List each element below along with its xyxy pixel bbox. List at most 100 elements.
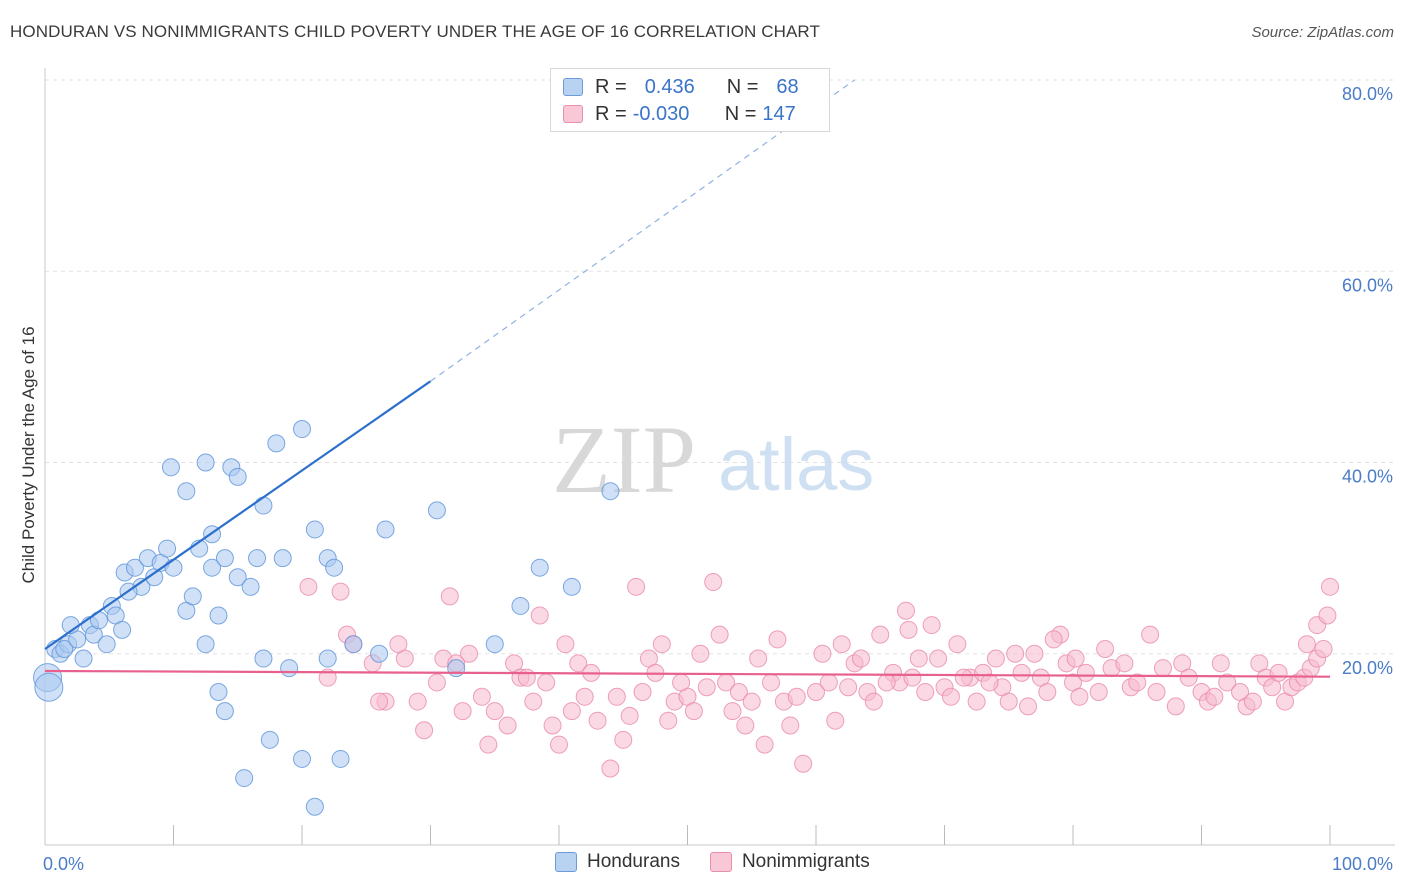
nonimmigrants-point: [967, 692, 986, 711]
nonimmigrants-point: [370, 692, 389, 711]
nonimmigrants-point: [851, 649, 870, 668]
nonimmigrants-point: [1128, 673, 1147, 692]
legend-label-nonimmigrants: Nonimmigrants: [741, 851, 870, 872]
y-tick-label: 80.0%: [1342, 84, 1393, 104]
nonimmigrants-point: [986, 649, 1005, 668]
nonimmigrants-point: [1044, 630, 1063, 649]
hondurans-point: [164, 558, 183, 577]
nonimmigrants-point: [794, 754, 813, 773]
nonimmigrants-point: [1314, 639, 1333, 658]
legend-swatch-hondurans: [555, 852, 577, 872]
x-tick-label: 100.0%: [1332, 854, 1393, 874]
nonimmigrants-point: [691, 644, 710, 663]
hondurans-point: [74, 649, 93, 668]
nonimmigrants-point: [389, 635, 408, 654]
nonimmigrants-point: [620, 706, 639, 725]
hondurans-points: [33, 420, 620, 816]
legend-r-label: R =: [595, 75, 627, 98]
nonimmigrants-point: [729, 683, 748, 701]
nonimmigrants-point: [537, 673, 556, 692]
nonimmigrants-point: [1211, 654, 1230, 673]
nonimmigrants-point: [408, 692, 427, 711]
legend-r-value: 0.436: [644, 75, 695, 98]
nonimmigrants-point: [1179, 668, 1198, 687]
nonimmigrants-point: [543, 716, 562, 735]
nonimmigrants-point: [948, 635, 967, 654]
nonimmigrants-point: [472, 687, 491, 706]
nonimmigrants-point: [299, 577, 318, 596]
nonimmigrants-point: [1243, 692, 1262, 711]
watermark-zip: ZIP: [552, 406, 696, 513]
nonimmigrants-point: [999, 692, 1018, 711]
hondurans-point: [305, 797, 324, 816]
nonimmigrants-point: [697, 678, 716, 697]
nonimmigrants-point: [980, 673, 999, 692]
nonimmigrants-point: [736, 716, 755, 735]
nonimmigrants-point: [941, 687, 960, 706]
nonimmigrants-point: [1096, 639, 1115, 658]
legend-item-nonimmigrants[interactable]: Nonimmigrants: [709, 851, 870, 873]
hondurans-point: [97, 635, 116, 654]
hondurans-trend-line: [44, 380, 432, 650]
nonimmigrants-point: [601, 759, 620, 778]
nonimmigrants-trend-line: [44, 669, 1331, 678]
x-tick-label: 0.0%: [43, 854, 84, 874]
legend-label-hondurans: Hondurans: [587, 851, 680, 872]
hondurans-point: [267, 434, 286, 453]
nonimmigrants-point: [813, 644, 832, 663]
nonimmigrants-point: [899, 620, 918, 639]
nonimmigrants-point: [627, 577, 646, 596]
nonimmigrants-point: [749, 649, 768, 668]
nonimmigrants-point: [1166, 697, 1185, 716]
nonimmigrants-point: [1012, 663, 1031, 682]
grid-lines: [45, 79, 1395, 655]
hondurans-point: [331, 749, 350, 768]
nonimmigrants-point: [916, 683, 935, 701]
hondurans-point: [530, 558, 549, 577]
nonimmigrants-point: [864, 692, 883, 711]
legend-swatch-nonimmigrants: [709, 852, 732, 872]
hondurans-point: [34, 672, 64, 702]
hondurans-point: [254, 496, 273, 515]
nonimmigrants-point: [485, 702, 504, 721]
hondurans-point: [203, 558, 222, 577]
hondurans-point: [376, 520, 395, 539]
nonimmigrants-point: [331, 582, 350, 601]
nonimmigrants-point: [427, 673, 446, 692]
nonimmigrants-point: [575, 687, 594, 706]
nonimmigrants-point: [1070, 687, 1089, 706]
nonimmigrants-point: [922, 616, 941, 635]
hondurans-point: [511, 596, 530, 615]
nonimmigrants-point: [1076, 663, 1095, 682]
hondurans-point: [447, 659, 466, 678]
axes: [44, 68, 1395, 846]
hondurans-point: [293, 420, 311, 439]
nonimmigrants-point: [633, 683, 652, 701]
nonimmigrants-point: [1269, 663, 1288, 682]
nonimmigrants-point: [1038, 683, 1057, 701]
legend-r-label: R =: [595, 102, 627, 125]
legend-row-nonimmigrants: R = -0.030 N = 147: [563, 101, 796, 127]
nonimmigrants-point: [550, 735, 568, 754]
hondurans-point: [196, 453, 215, 472]
legend-n-label: N =: [726, 75, 759, 98]
nonimmigrants-point: [530, 606, 549, 625]
legend-item-hondurans[interactable]: Hondurans: [555, 851, 680, 873]
nonimmigrants-point: [460, 644, 479, 663]
nonimmigrants-point: [826, 711, 845, 730]
nonimmigrants-point: [562, 702, 581, 721]
nonimmigrants-point: [524, 692, 543, 711]
hondurans-point: [228, 467, 247, 486]
hondurans-point: [215, 549, 234, 568]
hondurans-point: [209, 683, 228, 701]
nonimmigrants-point: [614, 730, 633, 749]
nonimmigrants-point: [1019, 697, 1038, 716]
nonimmigrants-point: [659, 711, 678, 730]
nonimmigrants-point: [839, 678, 858, 697]
hondurans-point: [177, 482, 196, 501]
nonimmigrants-point: [723, 702, 742, 721]
hondurans-point: [196, 635, 215, 654]
y-tick-label: 20.0%: [1342, 658, 1393, 678]
hondurans-point: [305, 520, 324, 539]
hondurans-point: [260, 730, 279, 749]
